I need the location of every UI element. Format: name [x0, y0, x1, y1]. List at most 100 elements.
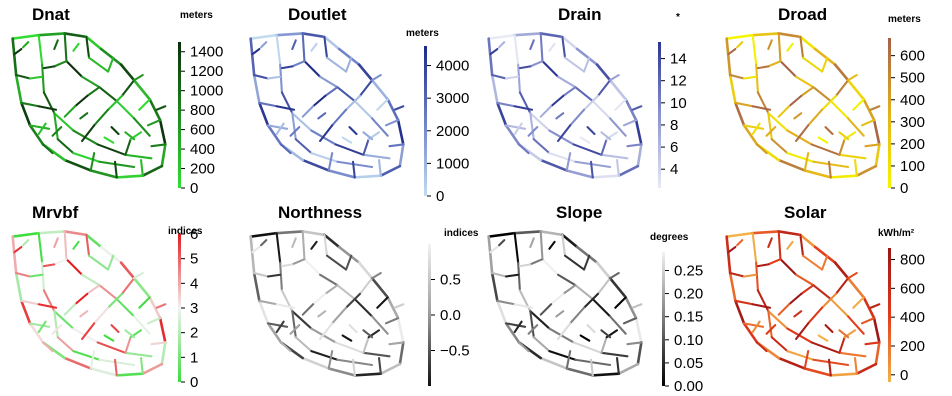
street-segment	[362, 131, 374, 141]
street-segment	[795, 75, 815, 89]
street-segment	[72, 152, 101, 163]
legend-tick-label: 200	[900, 136, 925, 153]
legend-color-bar	[178, 234, 181, 382]
street-segment	[266, 322, 283, 344]
street-segment	[548, 240, 556, 250]
street-segment	[539, 230, 564, 237]
street-segment	[160, 341, 167, 366]
street-segment	[622, 317, 638, 325]
street-segment	[541, 258, 560, 276]
street-segment	[110, 324, 120, 334]
street-segment	[487, 37, 494, 77]
street-segment	[725, 33, 754, 40]
street-segment	[852, 296, 865, 309]
street-segment	[65, 258, 84, 276]
legend-tick-label: 1200	[190, 63, 223, 80]
street-segment	[565, 169, 595, 179]
street-segment	[124, 131, 136, 141]
legend-tick-label: 0.25	[674, 262, 703, 279]
street-segment	[115, 174, 145, 179]
street-segment	[817, 334, 829, 342]
street-segment	[303, 60, 322, 78]
street-segment	[37, 232, 44, 264]
street-segment	[133, 117, 151, 137]
street-segment	[53, 310, 59, 339]
street-segment	[734, 299, 746, 325]
street-segment	[855, 164, 878, 177]
street-segment	[799, 35, 805, 59]
street-segment	[348, 324, 358, 334]
street-segment	[348, 126, 358, 136]
street-segment	[317, 310, 327, 318]
street-segment	[379, 362, 402, 375]
street-segment	[636, 341, 643, 366]
street-segment	[138, 296, 151, 309]
street-segment	[345, 94, 361, 111]
legend-tick-label: 400	[900, 92, 925, 109]
street-segment	[751, 303, 772, 309]
street-segment	[289, 324, 301, 335]
street-segment	[353, 372, 383, 377]
legend-tick-label: 0.10	[674, 332, 703, 349]
street-segment	[72, 350, 101, 361]
street-segment	[107, 292, 123, 309]
street-segment	[103, 334, 115, 342]
street-segment	[622, 119, 638, 127]
street-segment	[596, 277, 612, 295]
street-segment	[591, 100, 612, 120]
street-segment	[362, 153, 391, 160]
street-network-map	[725, 230, 881, 377]
panel-title: Mrvbf	[32, 203, 79, 222]
street-segment	[279, 341, 292, 353]
street-segment	[518, 263, 532, 268]
street-segment	[872, 118, 881, 146]
street-segment	[327, 350, 334, 370]
street-segment	[291, 310, 297, 339]
street-segment	[251, 47, 261, 56]
street-segment	[734, 101, 746, 127]
street-segment	[384, 119, 400, 127]
street-segment	[574, 284, 594, 301]
street-segment	[803, 152, 810, 172]
street-segment	[310, 240, 318, 250]
street-segment	[572, 341, 603, 354]
street-segment	[550, 292, 565, 306]
street-segment	[527, 324, 539, 335]
legend-color-bar	[178, 42, 181, 188]
street-segment	[371, 272, 382, 280]
street-segment	[258, 299, 278, 306]
street-segment	[81, 124, 96, 142]
street-segment	[85, 233, 103, 249]
street-segment	[65, 60, 84, 78]
street-segment	[609, 117, 627, 137]
street-segment	[150, 143, 167, 148]
street-segment	[569, 108, 586, 127]
street-segment	[115, 372, 145, 377]
street-segment	[327, 169, 357, 179]
legend-tick-label: 0	[190, 374, 198, 391]
street-segment	[786, 152, 815, 163]
street-segment	[72, 240, 80, 250]
legend-tick-label: 0	[900, 180, 908, 197]
street-segment	[336, 86, 356, 103]
legend-tick-label: 200	[900, 338, 925, 355]
street-segment	[539, 158, 569, 172]
street-segment	[777, 158, 807, 172]
street-segment	[63, 230, 88, 237]
street-segment	[833, 63, 850, 82]
street-segment	[79, 112, 89, 120]
street-segment	[89, 169, 119, 179]
legend-tick-label: 0.00	[674, 378, 703, 395]
legend-unit-label: *	[676, 12, 680, 23]
street-segment	[370, 276, 390, 299]
street-segment	[113, 358, 118, 377]
street-segment	[548, 152, 577, 163]
street-segment	[555, 112, 565, 120]
street-segment	[600, 138, 608, 156]
street-segment	[600, 351, 629, 358]
color-legend: −0.5 0.0 0.5	[428, 244, 470, 386]
street-segment	[353, 174, 383, 179]
street-segment	[96, 341, 127, 354]
street-segment	[490, 73, 499, 105]
street-segment	[20, 101, 32, 127]
